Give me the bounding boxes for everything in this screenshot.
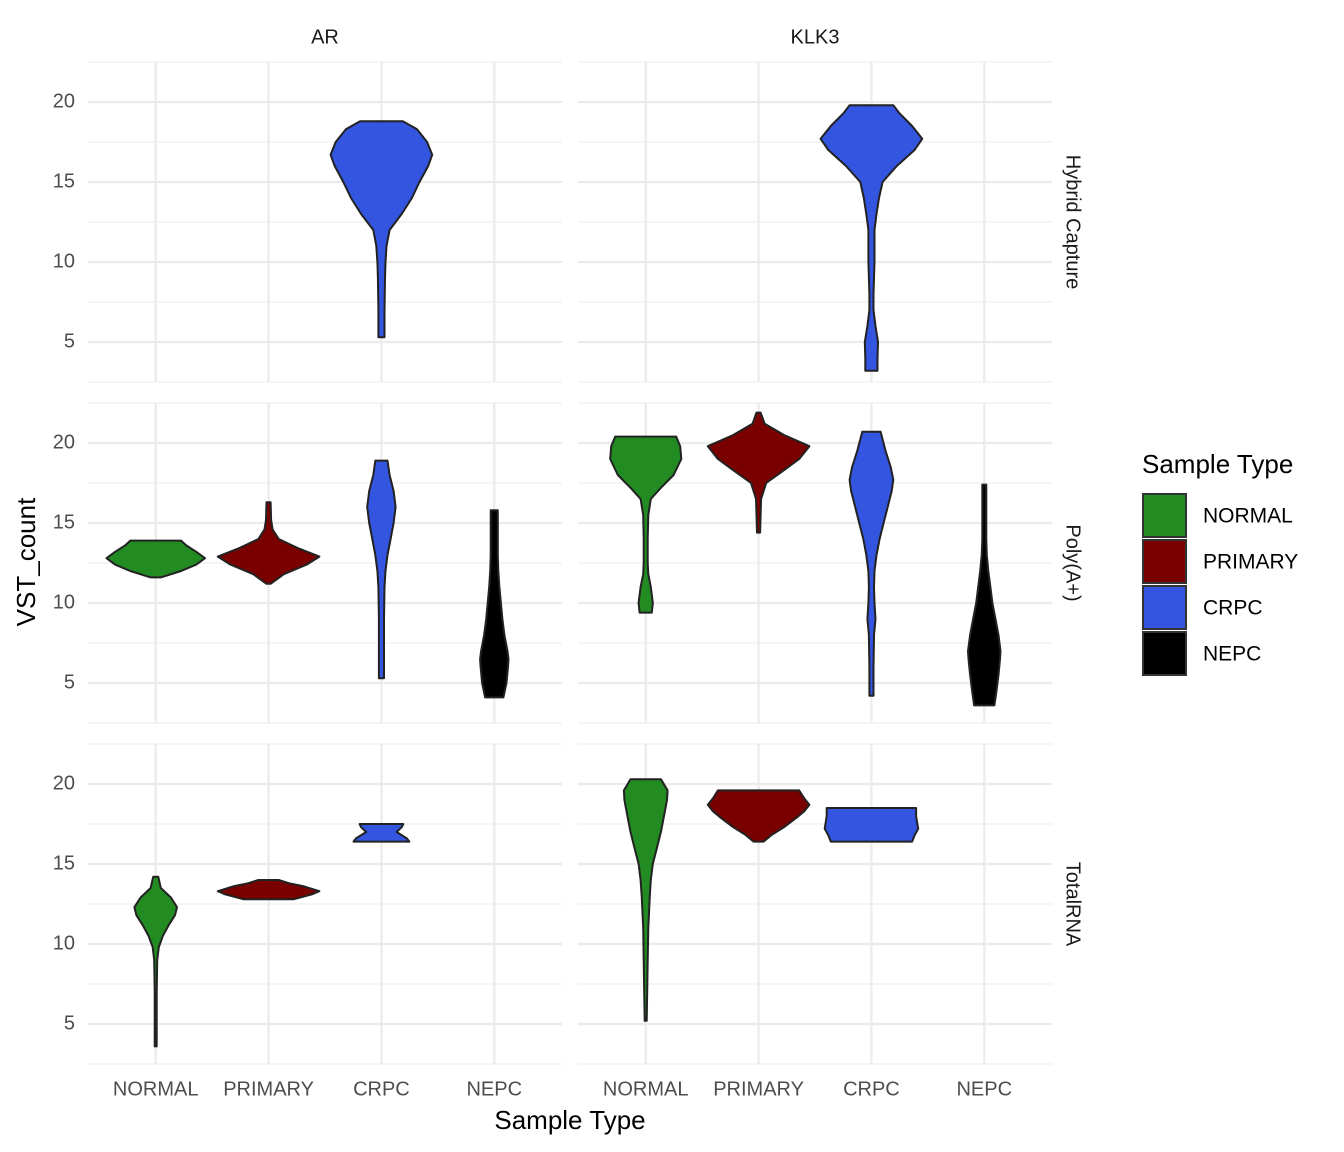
legend-title: Sample Type (1142, 449, 1293, 479)
violin (366, 459, 397, 680)
legend-label: PRIMARY (1203, 551, 1298, 574)
violin (819, 104, 924, 372)
y-tick-label: 5 (64, 330, 75, 352)
col-strip-label: AR (311, 26, 339, 48)
y-tick-label: 5 (64, 671, 75, 693)
violin (622, 778, 669, 1022)
x-axis-title: Sample Type (494, 1105, 645, 1135)
violin (706, 789, 811, 843)
legend-swatch (1142, 493, 1187, 538)
violin (352, 823, 411, 843)
y-tick-label: 15 (53, 511, 75, 533)
x-tick-label: CRPC (843, 1078, 900, 1100)
x-tick-label: NORMAL (113, 1078, 199, 1100)
y-tick-label: 15 (53, 852, 75, 874)
y-tick-label: 20 (53, 431, 75, 453)
legend-swatch (1142, 539, 1187, 584)
violin (105, 539, 206, 579)
violin (706, 411, 811, 534)
legend-label: NEPC (1203, 643, 1261, 666)
legend-label: CRPC (1203, 597, 1263, 620)
legend-swatch (1142, 631, 1187, 676)
legend-label: NORMAL (1203, 505, 1293, 528)
y-tick-label: 10 (53, 250, 75, 272)
y-tick-label: 20 (53, 772, 75, 794)
x-tick-label: CRPC (353, 1078, 410, 1100)
legend-swatch (1142, 585, 1187, 630)
violin (967, 483, 1002, 707)
y-axis-title: VST_count (11, 497, 41, 626)
row-strip-label: TotalRNA (1062, 862, 1084, 947)
x-tick-label: NEPC (466, 1078, 522, 1100)
violin (848, 430, 895, 697)
violin (329, 120, 434, 339)
x-tick-label: NEPC (956, 1078, 1012, 1100)
x-tick-label: PRIMARY (223, 1078, 314, 1100)
violin (133, 875, 178, 1048)
y-tick-label: 15 (53, 170, 75, 192)
x-tick-label: NORMAL (603, 1078, 689, 1100)
violin (479, 509, 510, 699)
y-tick-label: 5 (64, 1012, 75, 1034)
row-strip-label: Hybrid Capture (1062, 155, 1084, 290)
y-tick-label: 20 (53, 90, 75, 112)
row-strip-label: Poly(A+) (1062, 524, 1084, 601)
y-tick-label: 10 (53, 932, 75, 954)
violin (823, 807, 920, 843)
violin (216, 879, 321, 901)
violin (216, 501, 321, 585)
y-tick-label: 10 (53, 591, 75, 613)
x-tick-label: PRIMARY (713, 1078, 804, 1100)
violin (609, 435, 683, 614)
col-strip-label: KLK3 (791, 26, 840, 48)
